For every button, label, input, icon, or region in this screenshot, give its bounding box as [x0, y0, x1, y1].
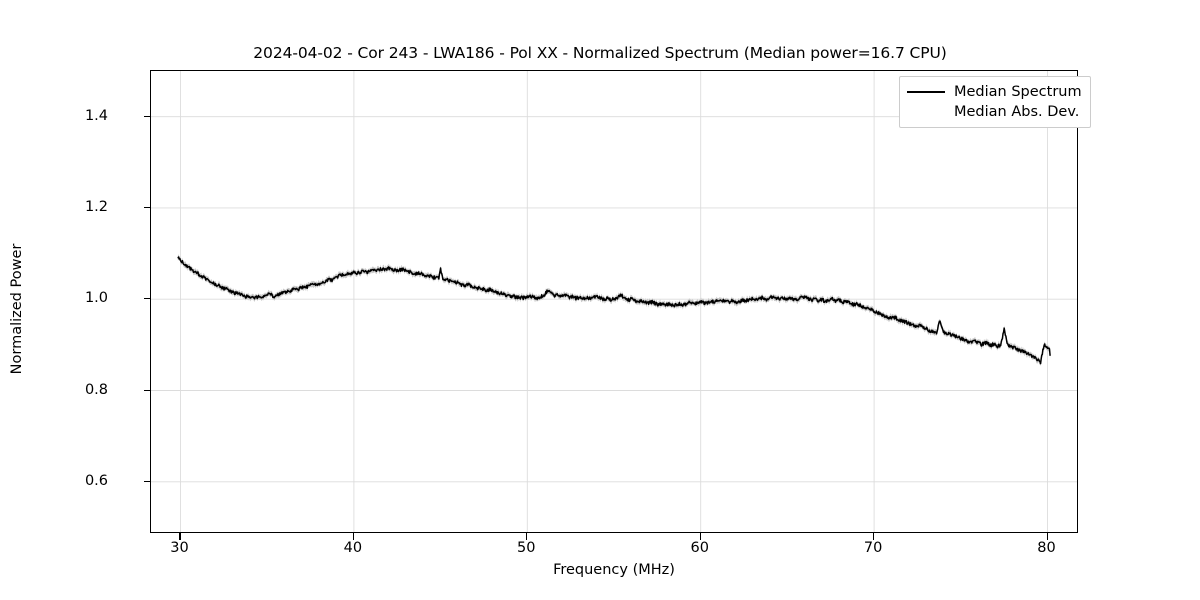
y-tick-mark	[144, 480, 151, 482]
legend-label: Median Abs. Dev.	[954, 104, 1080, 120]
median-spectrum-line	[177, 256, 1051, 365]
legend-item-median-abs-dev[interactable]: Median Abs. Dev.	[907, 102, 1082, 122]
median-spectrum-path	[177, 256, 1051, 365]
y-tick-label: 1.2	[84, 198, 108, 215]
x-tick-label: 30	[170, 540, 189, 556]
x-axis-label: Frequency (MHz)	[553, 562, 675, 578]
chart-title: 2024-04-02 - Cor 243 - LWA186 - Pol XX -…	[253, 44, 947, 62]
x-tick-label: 70	[863, 540, 883, 556]
x-tick-mark	[352, 533, 354, 540]
y-tick-mark	[144, 206, 151, 209]
y-tick-label: 1.0	[84, 290, 108, 307]
y-tick-mark	[144, 115, 151, 117]
x-tick-label: 60	[690, 540, 709, 556]
mad-band	[177, 254, 1051, 367]
legend-item-median-spectrum[interactable]: Median Spectrum	[907, 82, 1082, 102]
x-tick-mark	[1046, 533, 1048, 540]
y-tick-label: 0.6	[84, 472, 108, 489]
x-tick-mark	[699, 533, 701, 540]
plot-area	[150, 70, 1078, 533]
x-tick-mark	[179, 533, 181, 540]
mad-band-area	[177, 254, 1051, 367]
x-tick-mark	[526, 533, 528, 540]
x-tick-label: 40	[343, 540, 363, 556]
y-tick-mark	[144, 389, 151, 391]
x-tick-label: 50	[517, 540, 536, 556]
y-tick-label: 1.4	[84, 107, 108, 124]
legend-label: Median Spectrum	[954, 84, 1082, 100]
y-tick-mark	[144, 298, 151, 300]
plot-svg	[151, 71, 1077, 532]
x-tick-mark	[873, 533, 875, 540]
y-tick-label: 0.8	[84, 381, 108, 398]
chart-legend[interactable]: Median Spectrum Median Abs. Dev.	[899, 76, 1091, 128]
y-axis-label: Normalized Power	[9, 243, 25, 375]
x-tick-label: 80	[1037, 540, 1056, 556]
legend-patch-icon	[907, 105, 945, 119]
legend-line-icon	[907, 85, 945, 99]
